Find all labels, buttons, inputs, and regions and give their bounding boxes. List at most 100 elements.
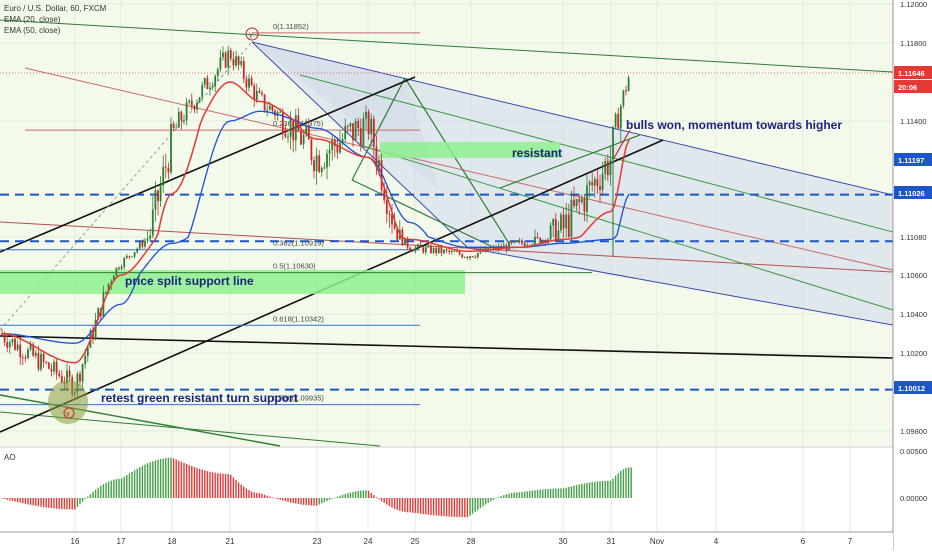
- candle-body: [79, 373, 81, 382]
- ao-bar: [196, 467, 198, 498]
- ao-bar: [440, 498, 443, 517]
- candle-body: [94, 319, 97, 339]
- candle-body: [193, 105, 196, 110]
- candle-body: [19, 344, 22, 358]
- annotation-price-split: price split support line: [125, 274, 254, 288]
- candle-body: [549, 225, 552, 240]
- candle-body: [8, 342, 11, 348]
- candle-body: [115, 267, 118, 276]
- candle-body: [320, 168, 323, 173]
- y-tick-label: 1.10200: [900, 349, 927, 358]
- annotation-retest: retest green resistant turn support: [101, 391, 298, 405]
- candle-body: [344, 126, 347, 140]
- x-tick-label: 7: [848, 537, 853, 546]
- ao-bar: [326, 498, 328, 502]
- candle-body: [24, 357, 27, 359]
- candle-body: [352, 123, 354, 141]
- legend-symbol[interactable]: Euro / U.S. Dollar, 60, FXCM: [4, 4, 107, 13]
- price-badge-4: 1.10012: [898, 384, 925, 393]
- candle-body: [144, 240, 146, 247]
- ao-bar: [487, 498, 489, 503]
- ao-bar: [630, 467, 632, 498]
- candle-body: [110, 281, 113, 284]
- pitchfork-green-b: [351, 77, 406, 181]
- candle-body: [388, 213, 391, 215]
- ao-bar: [162, 458, 164, 498]
- ao-bar: [518, 492, 521, 498]
- ao-bar: [484, 498, 487, 505]
- candle-body: [250, 78, 253, 86]
- price-badge-1: 20:06: [898, 83, 917, 92]
- candle-body: [289, 118, 292, 137]
- ao-bar: [131, 471, 133, 498]
- ao-bar: [555, 488, 557, 498]
- ao-bar: [547, 488, 549, 498]
- ao-bar: [115, 479, 118, 498]
- candle-body: [567, 214, 570, 238]
- candle-body: [68, 370, 71, 378]
- candle-body: [414, 247, 417, 252]
- ao-bar: [435, 498, 437, 516]
- candle-body: [209, 87, 211, 90]
- x-tick-label: 16: [71, 537, 80, 546]
- ao-bar: [612, 478, 614, 498]
- ao-bar: [386, 498, 388, 505]
- ao-bar: [66, 498, 68, 510]
- candle-body: [604, 161, 607, 174]
- ao-bar: [466, 498, 469, 518]
- annotation-bulls: bulls won, momentum towards higher: [626, 118, 842, 132]
- candle-body: [458, 251, 461, 255]
- ao-bar: [425, 498, 427, 515]
- legend-ema20[interactable]: EMA (20, close): [4, 15, 61, 24]
- channel-upper-line: [251, 41, 894, 196]
- candle-body: [219, 57, 222, 70]
- ao-bar: [549, 488, 552, 498]
- ao-bar: [139, 467, 141, 498]
- ao-bar: [9, 498, 11, 501]
- ao-bar: [591, 482, 593, 498]
- candle-body: [183, 120, 185, 122]
- candle-body: [427, 245, 430, 248]
- x-tick-label: Nov: [650, 537, 664, 546]
- ao-bar: [37, 498, 40, 507]
- candle-body: [224, 52, 227, 68]
- ao-bar: [35, 498, 37, 506]
- candle-body: [151, 209, 154, 236]
- candle-body: [443, 249, 445, 254]
- y-tick-label: 1.11080: [900, 233, 927, 242]
- ao-bar: [76, 498, 79, 508]
- trendline-green-low: [0, 394, 281, 447]
- ao-bar: [248, 490, 250, 498]
- ao-bar: [222, 473, 224, 498]
- candle-body: [557, 230, 560, 241]
- candle-body: [323, 167, 326, 169]
- ao-bar: [552, 488, 554, 498]
- candle-body: [240, 61, 243, 65]
- candle-body: [349, 123, 352, 127]
- candle-body: [619, 105, 622, 129]
- legend-ema50[interactable]: EMA (50, close): [4, 26, 61, 35]
- ao-bar: [120, 478, 123, 498]
- x-tick-label: 4: [714, 537, 719, 546]
- price-badge-bg-4: [894, 381, 932, 394]
- candle-body: [201, 84, 204, 98]
- ao-bar: [627, 467, 630, 498]
- ao-bar: [170, 457, 172, 498]
- trendline-black-3: [0, 335, 894, 359]
- ao-bar: [276, 498, 279, 500]
- ao-bar: [245, 488, 248, 498]
- candle-body: [562, 214, 565, 229]
- y-tick-label: 1.10600: [900, 271, 927, 280]
- ao-bar: [451, 498, 453, 517]
- candle-body: [29, 344, 32, 350]
- candle-body: [47, 362, 50, 369]
- ao-bar: [508, 493, 510, 498]
- ao-bar: [427, 498, 430, 515]
- ao-bar: [201, 469, 203, 498]
- candle-body: [419, 244, 422, 248]
- ao-bar: [266, 495, 268, 498]
- ao-bar: [378, 498, 380, 500]
- ao-bar: [474, 498, 476, 512]
- ao-bar: [360, 490, 362, 498]
- ao-bar: [92, 491, 94, 498]
